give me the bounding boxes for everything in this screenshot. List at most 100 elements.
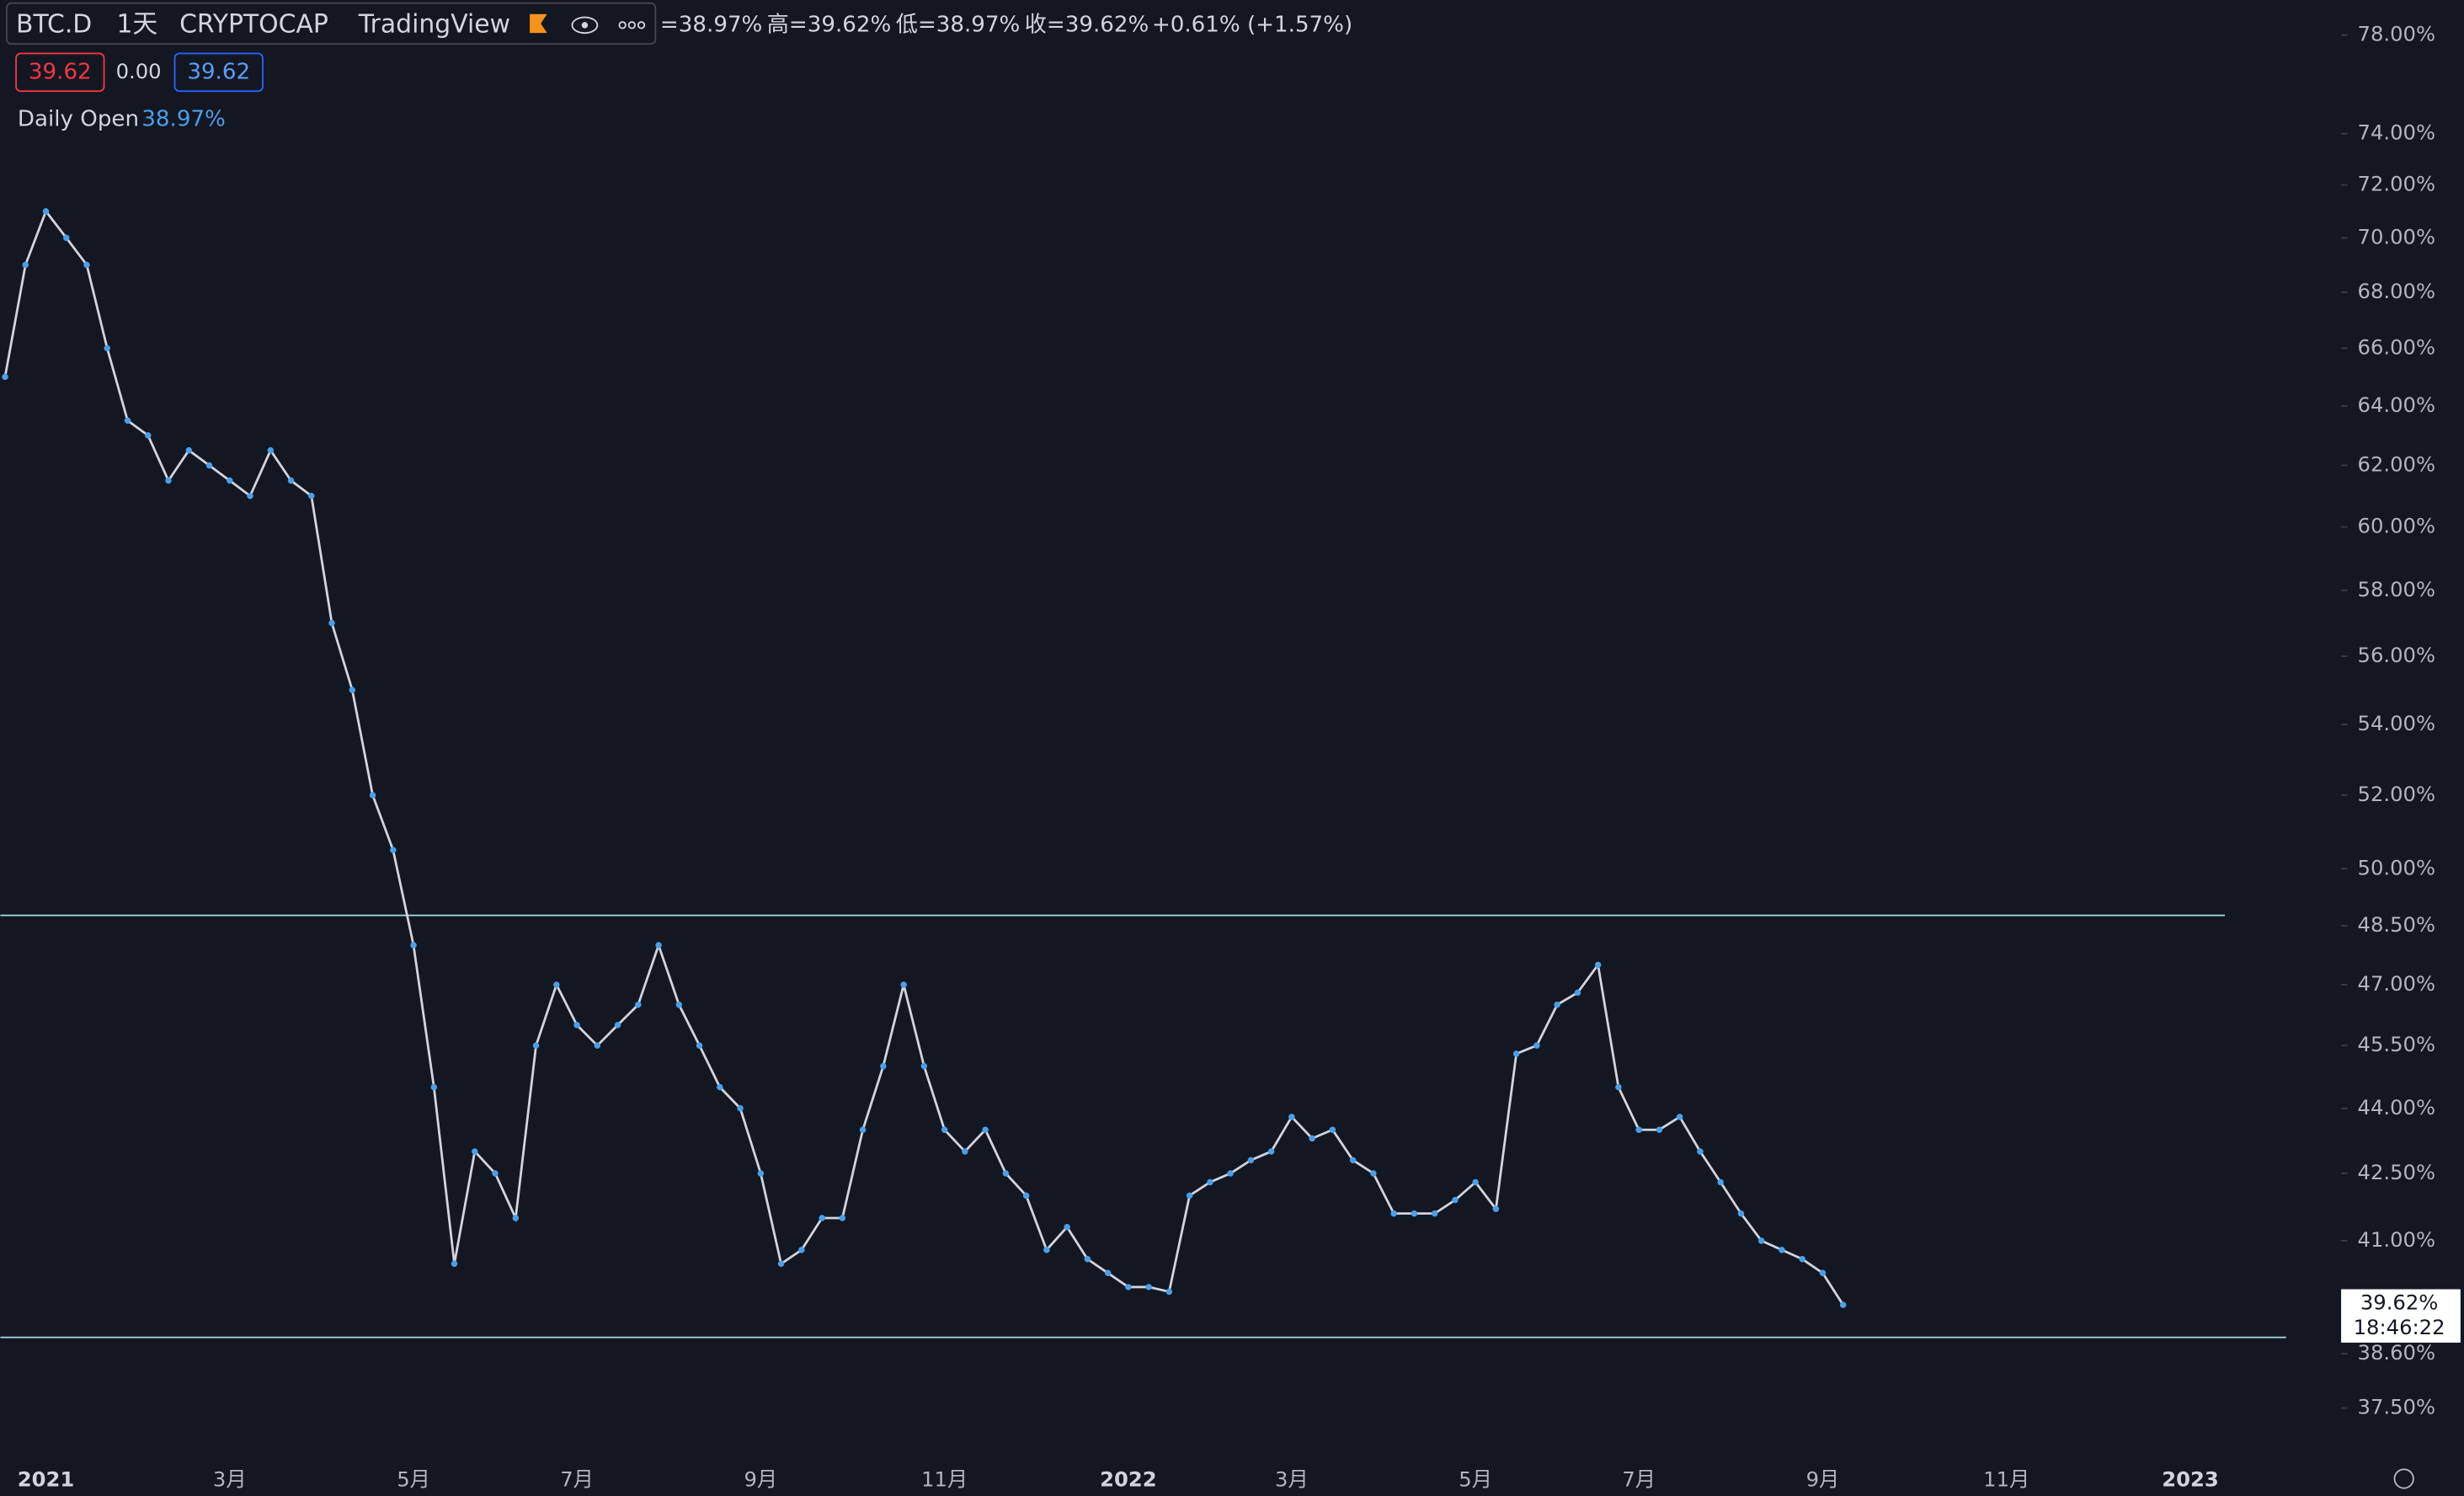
- x-tick-label: 9月: [744, 1467, 777, 1491]
- price-point: [1779, 1247, 1785, 1253]
- price-point: [1799, 1256, 1805, 1263]
- price-point: [1349, 1157, 1357, 1164]
- price-point: [492, 1170, 499, 1177]
- x-tick-label: 7月: [560, 1467, 594, 1491]
- price-point: [777, 1260, 785, 1268]
- price-point: [1165, 1288, 1173, 1296]
- ohlc-change: +0.61% (+1.57%): [1152, 12, 1352, 37]
- y-tick-label: 41.00%: [2358, 1227, 2435, 1252]
- price-point: [573, 1022, 580, 1028]
- plot: 78.00% 74.00% 72.00% 70.00% 68.00% 66.00% 64.0…: [0, 22, 2461, 1491]
- y-tick-label: 70.00%: [2358, 224, 2435, 248]
- header: BTC.D 1天 CRYPTOCAP TradingView =38.97% 高…: [5, 2, 1352, 131]
- price-tag: [2341, 1289, 2461, 1343]
- x-tick-label: 2022: [1100, 1467, 1157, 1491]
- eye-icon[interactable]: [571, 16, 599, 35]
- price-tag-label: 39.62%: [2360, 1290, 2438, 1314]
- price-point: [696, 1042, 703, 1049]
- price-point: [655, 942, 662, 948]
- more-icon[interactable]: [618, 21, 646, 29]
- badge-text: 0.00: [116, 59, 162, 83]
- y-tick-label: 64.00%: [2358, 393, 2435, 417]
- price-point: [1512, 1050, 1520, 1057]
- price-point: [1064, 1224, 1070, 1231]
- x-tick-label: 7月: [1622, 1467, 1656, 1491]
- price-point: [205, 462, 213, 469]
- source: TradingView: [358, 9, 510, 39]
- price-point: [1472, 1178, 1479, 1186]
- price-point: [1839, 1301, 1847, 1308]
- price-point: [390, 847, 397, 853]
- price-point: [83, 261, 90, 269]
- price-point: [104, 345, 110, 352]
- settings-icon[interactable]: [2393, 1468, 2414, 1489]
- price-point: [227, 477, 233, 484]
- price-point: [1288, 1114, 1295, 1120]
- price-point: [1247, 1157, 1255, 1164]
- price-point: [1411, 1210, 1418, 1217]
- y-tick-label: 50.00%: [2358, 855, 2435, 879]
- flag-icon[interactable]: [530, 13, 547, 34]
- eye-pupil: [581, 22, 589, 29]
- y-tick-label: 74.00%: [2358, 120, 2435, 145]
- price-point: [1390, 1210, 1397, 1217]
- price-point: [675, 1002, 683, 1008]
- price-point: [287, 477, 295, 484]
- price-point: [308, 492, 315, 500]
- price-point: [430, 1083, 438, 1091]
- price-point: [512, 1215, 520, 1221]
- y-tick-label: 47.00%: [2358, 971, 2435, 996]
- price-point: [1737, 1210, 1745, 1217]
- badge-text: 39.62: [187, 59, 250, 84]
- price-point: [839, 1215, 846, 1221]
- price-point: [145, 432, 152, 439]
- price-point: [165, 477, 172, 484]
- price-point: [42, 208, 50, 215]
- y-tick-label: 78.00%: [2358, 22, 2435, 46]
- y-tick-label: 44.00%: [2358, 1095, 2435, 1119]
- price-point: [920, 1063, 928, 1070]
- price-point: [1002, 1170, 1010, 1177]
- y-tick-label: 68.00%: [2358, 279, 2435, 303]
- y-tick-label: 52.00%: [2358, 782, 2435, 806]
- symbol: BTC.D: [16, 9, 92, 39]
- price-point: [1084, 1256, 1091, 1263]
- price-point: [349, 687, 356, 693]
- price-point: [1329, 1126, 1336, 1133]
- price-point: [1554, 1002, 1560, 1008]
- price-point: [880, 1063, 887, 1070]
- x-tick-label: 3月: [213, 1467, 247, 1491]
- badge[interactable]: [15, 52, 105, 93]
- y-tick-label: 56.00%: [2358, 643, 2435, 667]
- ohlc-high: 高=39.62%: [767, 12, 892, 37]
- x-tick-label: 2021: [18, 1467, 74, 1491]
- indicator-name: Daily Open: [18, 106, 139, 131]
- price-point: [124, 417, 131, 425]
- price-point: [63, 234, 70, 242]
- price-point: [1431, 1210, 1438, 1217]
- price-point: [1370, 1170, 1377, 1177]
- price-point: [1145, 1284, 1152, 1290]
- y-tick-label: 72.00%: [2358, 172, 2435, 196]
- price-point: [962, 1148, 968, 1155]
- y-tick-label: 45.50%: [2358, 1032, 2435, 1056]
- price-point: [22, 261, 29, 269]
- ohlc-low: 低=38.97%: [896, 12, 1021, 37]
- price-point: [594, 1042, 601, 1049]
- y-tick-label: 62.00%: [2358, 452, 2435, 477]
- y-tick-label: 58.00%: [2358, 577, 2435, 601]
- price-point: [1594, 961, 1602, 969]
- price-point: [2, 373, 8, 381]
- price-point: [1207, 1178, 1213, 1186]
- symbol-box[interactable]: [5, 2, 657, 45]
- price-point: [859, 1126, 867, 1133]
- badge[interactable]: [173, 52, 264, 93]
- y-tick-label: 60.00%: [2358, 513, 2435, 537]
- price-point: [451, 1260, 458, 1268]
- x-tick-label: 9月: [1806, 1467, 1840, 1491]
- y-tick-label: 48.50%: [2358, 912, 2435, 937]
- price-point: [1043, 1247, 1050, 1253]
- x-tick-label: 2023: [2162, 1467, 2219, 1491]
- price-point: [900, 981, 907, 988]
